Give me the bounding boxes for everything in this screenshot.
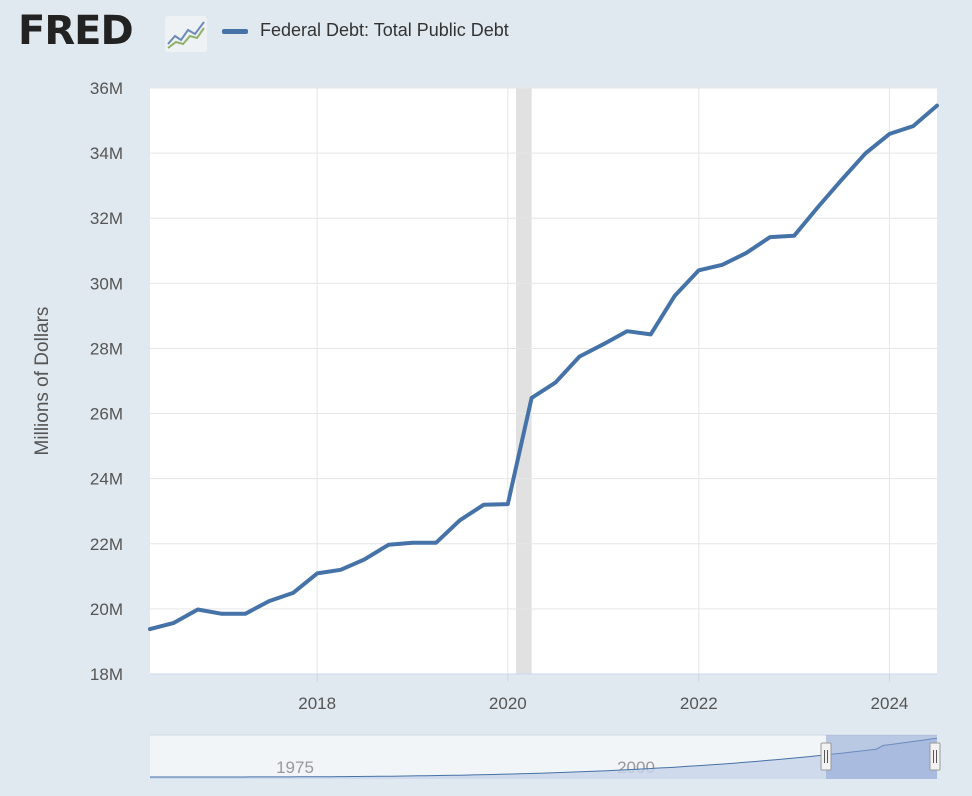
legend-swatch <box>222 29 248 34</box>
legend-label[interactable]: Federal Debt: Total Public Debt <box>260 20 509 40</box>
x-tick-label: 2020 <box>489 694 527 713</box>
chart-header: FRED Federal Debt: Total Public Debt <box>0 0 972 64</box>
y-tick-label: 36M <box>90 79 123 98</box>
x-tick-label: 2022 <box>680 694 718 713</box>
navigator-series-line <box>150 737 938 778</box>
recession-band <box>515 88 532 674</box>
plot-area <box>150 88 937 674</box>
navigator-handle-left[interactable] <box>820 742 832 771</box>
y-tick-label: 34M <box>90 144 123 163</box>
y-tick-label: 22M <box>90 535 123 554</box>
navigator-area <box>150 738 937 779</box>
x-tick-label: 2024 <box>871 694 909 713</box>
navigator-year-label: 1975 <box>276 758 314 777</box>
x-tick-label: 2018 <box>298 694 336 713</box>
y-tick-label: 32M <box>90 209 123 228</box>
navigator-selection[interactable] <box>826 735 937 779</box>
y-tick-label: 20M <box>90 600 123 619</box>
y-axis-title: Millions of Dollars <box>32 307 53 456</box>
y-tick-label: 28M <box>90 339 123 358</box>
trend-lines-icon <box>165 16 207 52</box>
y-tick-label: 24M <box>90 470 123 489</box>
fred-logo[interactable]: FRED <box>18 8 134 54</box>
y-tick-label: 26M <box>90 405 123 424</box>
y-tick-label: 18M <box>90 665 123 684</box>
series-line[interactable] <box>148 103 939 632</box>
navigator-handle-right[interactable] <box>929 742 941 771</box>
y-tick-label: 30M <box>90 274 123 293</box>
